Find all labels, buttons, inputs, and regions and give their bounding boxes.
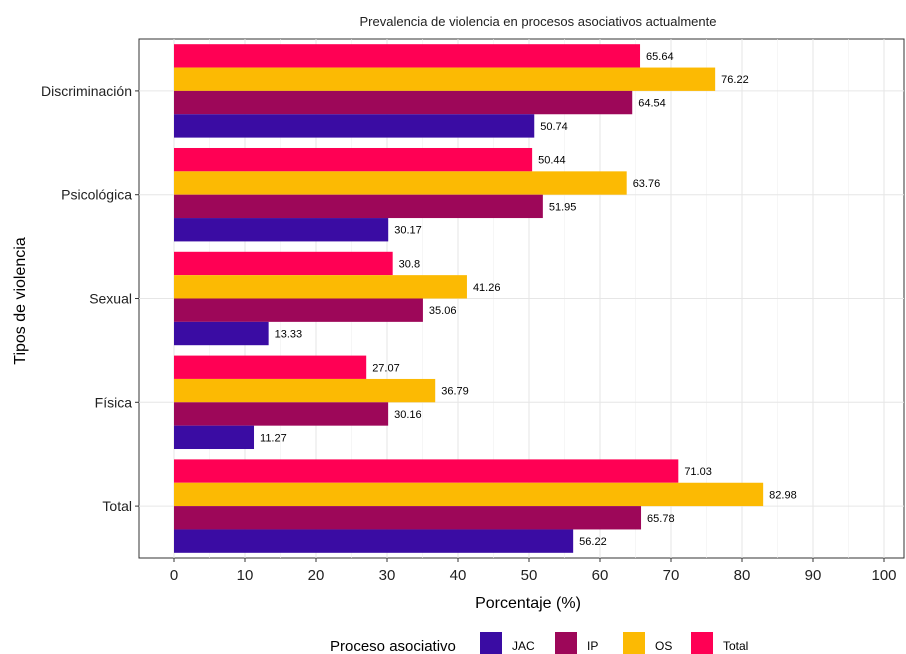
- bar-os-4: [174, 378, 436, 403]
- y-tick-label: Discriminación: [41, 83, 132, 99]
- x-tick-label: 100: [871, 567, 896, 584]
- y-axis: Discriminación Psicológica Sexual Física Tot…: [41, 83, 139, 514]
- x-tick-label: 60: [592, 567, 609, 584]
- data-label: 11.27: [260, 432, 287, 444]
- data-label: 71.03: [684, 466, 712, 478]
- legend-label: JAC: [512, 639, 535, 653]
- bar-total-2: [174, 147, 533, 172]
- bar-total-3: [174, 251, 393, 276]
- y-tick-label: Total: [102, 498, 132, 514]
- bars: [174, 44, 764, 553]
- x-tick-label: 70: [663, 567, 680, 584]
- data-label: 30.17: [394, 225, 422, 237]
- bar-ip-1: [174, 90, 633, 115]
- y-axis-title: Tipos de violencia: [12, 237, 29, 365]
- y-tick-label: Física: [95, 394, 133, 410]
- x-tick-label: 30: [379, 567, 396, 584]
- data-label: 63.76: [633, 178, 661, 190]
- data-label: 13.33: [275, 329, 303, 341]
- data-label: 51.95: [549, 201, 577, 213]
- x-tick-label: 0: [170, 567, 178, 584]
- bar-os-1: [174, 67, 716, 91]
- y-tick-label: Psicológica: [61, 187, 132, 203]
- legend: Proceso asociativo JAC IP OS Total: [330, 632, 748, 654]
- legend-swatch-jac: [480, 632, 502, 654]
- data-label: 30.16: [394, 409, 422, 421]
- legend-swatch-total: [691, 632, 713, 654]
- bar-jac-3: [174, 321, 269, 346]
- data-label: 82.98: [769, 489, 797, 501]
- data-label: 35.06: [429, 305, 457, 317]
- bar-ip-3: [174, 298, 423, 322]
- x-axis: 0 10 20 30 40 50 60 70 80 90 100: [170, 558, 897, 584]
- chart-title: Prevalencia de violencia en procesos aso…: [360, 14, 717, 29]
- bar-ip-5: [174, 506, 642, 530]
- legend-label: OS: [655, 639, 672, 653]
- x-tick-label: 90: [805, 567, 822, 584]
- bar-os-5: [174, 482, 764, 507]
- bar-os-3: [174, 275, 467, 299]
- data-label: 64.54: [638, 98, 666, 110]
- bar-jac-5: [174, 529, 574, 553]
- data-label: 27.07: [372, 362, 400, 374]
- y-tick-label: Sexual: [89, 291, 132, 307]
- data-label: 65.78: [647, 513, 675, 525]
- data-label: 41.26: [473, 282, 501, 294]
- bar-total-4: [174, 355, 367, 379]
- x-tick-label: 50: [521, 567, 538, 584]
- data-label: 50.44: [538, 155, 566, 167]
- bar-total-1: [174, 44, 641, 68]
- data-labels: 65.64 76.22 64.54 50.74 50.44 63.76 51.95 30.17…: [260, 51, 797, 548]
- bar-ip-4: [174, 402, 389, 426]
- bar-ip-2: [174, 194, 543, 219]
- legend-label: IP: [587, 639, 598, 653]
- x-tick-label: 80: [734, 567, 751, 584]
- data-label: 76.22: [721, 74, 749, 86]
- bar-os-2: [174, 171, 627, 195]
- legend-swatch-ip: [555, 632, 577, 654]
- legend-title: Proceso asociativo: [330, 638, 456, 654]
- x-axis-title: Porcentaje (%): [475, 595, 581, 612]
- data-label: 30.8: [399, 258, 420, 270]
- data-label: 65.64: [646, 51, 674, 63]
- x-tick-label: 20: [308, 567, 325, 584]
- bar-total-5: [174, 459, 679, 483]
- data-label: 50.74: [540, 121, 568, 133]
- data-label: 56.22: [579, 536, 607, 548]
- x-tick-label: 10: [237, 567, 254, 584]
- x-tick-label: 40: [450, 567, 467, 584]
- bar-jac-2: [174, 218, 389, 242]
- bar-jac-1: [174, 114, 535, 138]
- legend-label: Total: [723, 639, 748, 653]
- data-label: 36.79: [441, 386, 469, 398]
- bar-jac-4: [174, 425, 255, 450]
- legend-swatch-os: [623, 632, 645, 654]
